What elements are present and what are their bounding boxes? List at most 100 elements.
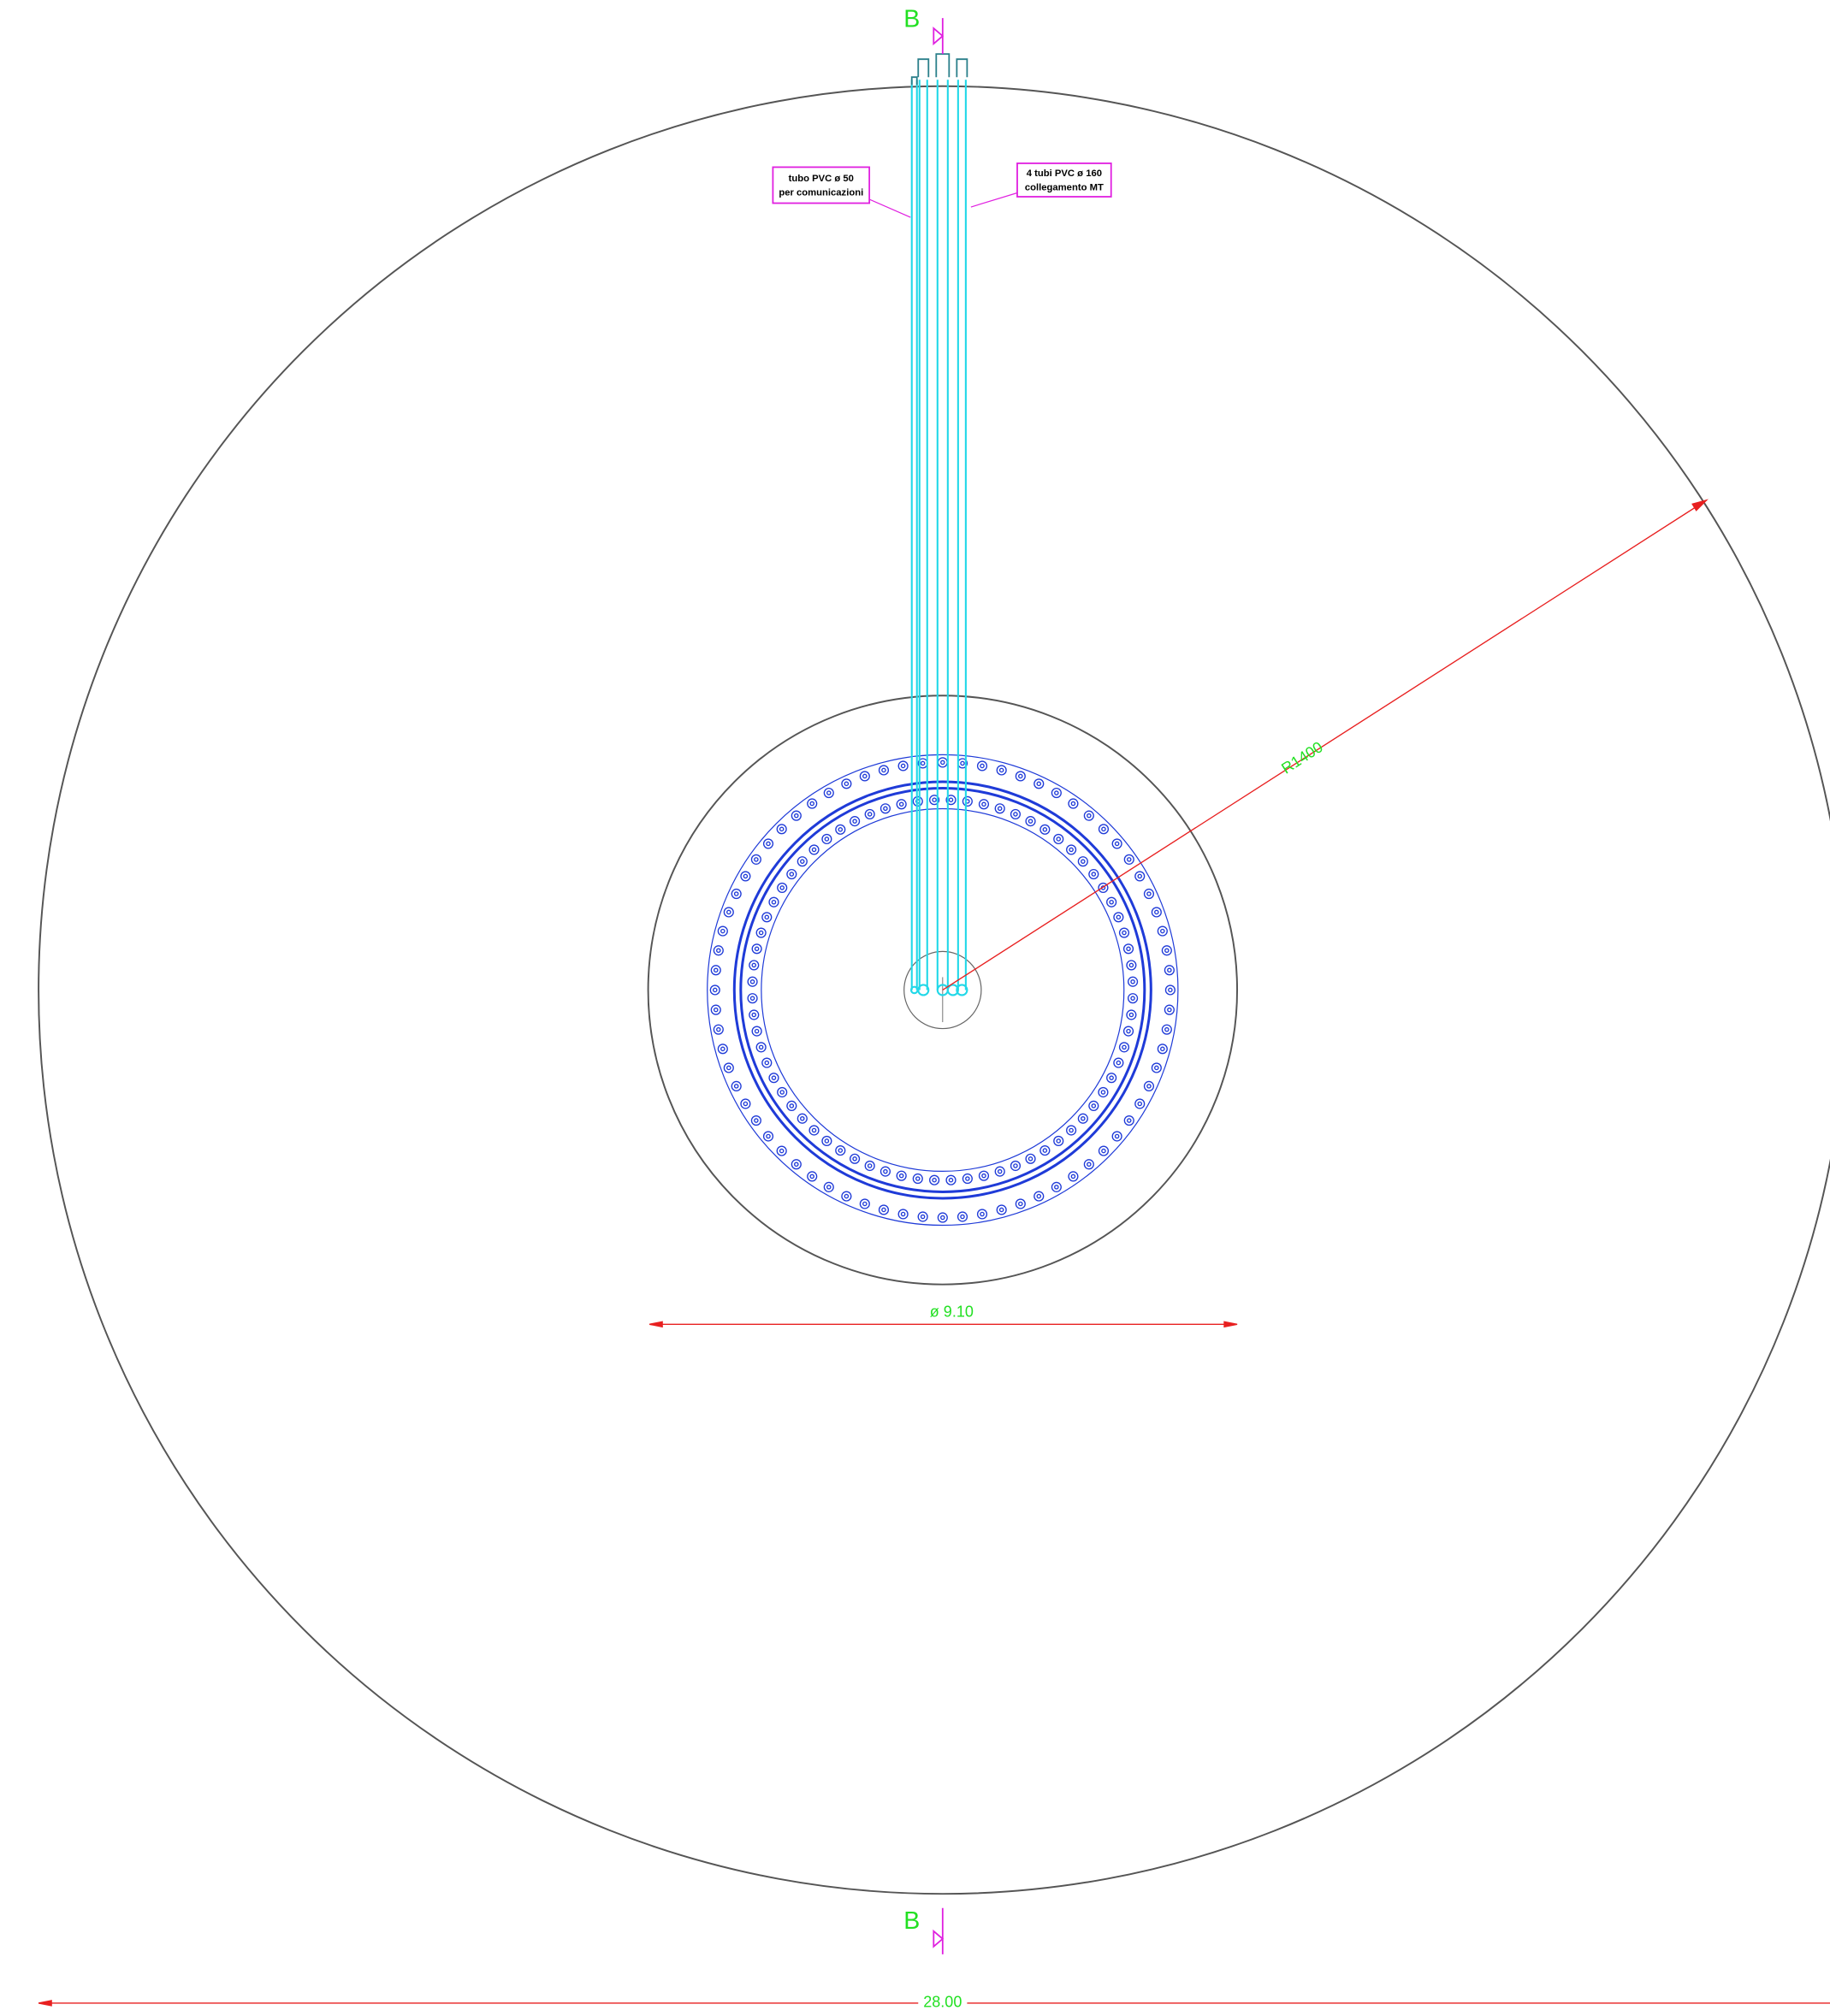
section-arrow [933,18,945,55]
bolt-core [1109,899,1114,905]
bolt [791,810,802,821]
bolt-core [1069,1127,1074,1133]
bolt-core [1126,946,1131,952]
bolt-core [1146,1084,1152,1089]
bolt-core [997,806,1003,812]
bolt [710,965,721,976]
bolt [710,1004,721,1015]
bolt [850,1153,861,1164]
bolt [1106,1073,1117,1084]
bolt [879,1166,891,1177]
bolt [808,1125,820,1136]
bolt-core [766,1133,771,1139]
bolt [945,795,956,806]
bolt [962,1173,973,1185]
bolt [996,765,1007,776]
bolt [777,1086,788,1098]
bolt [713,945,724,956]
bolt-core [881,767,886,773]
bolt-core [1087,813,1092,819]
bolt [786,1100,797,1111]
bolt [1068,1171,1079,1182]
bolt [1122,943,1134,955]
plinth-circle [647,695,1239,1286]
bolt [1088,868,1099,880]
bolt-core [712,987,718,993]
bolt [713,1024,724,1035]
bolt-core [883,806,888,812]
bolt-core [981,801,986,807]
bolt [717,1043,728,1055]
bolt [1123,1114,1134,1126]
bolt-core [1056,837,1062,842]
bolt [1098,882,1109,894]
bolt-core [811,847,817,853]
bolt [917,1211,928,1222]
label-box [772,166,871,204]
bolt [1051,787,1062,799]
bolt [1053,1135,1064,1147]
bolt-core [1013,1163,1018,1168]
bolt [1161,1024,1172,1035]
bolt [1157,925,1168,937]
bolt-core [716,948,721,954]
arrow [1691,499,1709,511]
bolt [776,1145,787,1156]
bolt-core [766,841,771,847]
bolt [807,798,818,809]
bolt-core [758,1044,764,1050]
bolt [762,1131,774,1142]
bolt [1033,778,1045,789]
bolt-core [900,1211,906,1217]
bolt-core [1128,962,1134,968]
bolt-core [1126,1118,1132,1123]
bolt [864,1160,875,1172]
bolt [1039,1144,1051,1156]
bolt [1077,856,1088,867]
bolt [1161,945,1172,956]
label-text: tubo PVC ø 50 [789,174,854,184]
bolt-core [1160,1046,1165,1052]
bolt [750,854,761,865]
bolt-core [733,1084,739,1089]
bolt-core [1122,930,1127,936]
bolt [723,907,734,918]
bolt-core [920,1214,926,1220]
bolt [791,1159,802,1170]
bolt [755,1042,767,1053]
bolt [1134,871,1146,882]
bolt-core [789,1103,795,1109]
bolt [717,925,728,937]
bolt [1025,1153,1036,1164]
bolt [1098,1086,1109,1098]
section-arrow [933,1907,945,1954]
bolt-core [749,978,755,984]
bolt [956,1211,968,1222]
section-mark [933,18,945,1954]
bolt [896,799,907,810]
ring-band [739,786,1146,1193]
bolt [976,760,988,772]
bolt-core [826,1185,832,1190]
bolt-core [881,1207,886,1213]
bolt [1123,854,1134,865]
bolt [1077,1113,1088,1124]
bolt [731,1080,742,1091]
bolt-core [743,1101,749,1107]
bolt-core [733,891,739,896]
bolt [1015,1198,1026,1209]
bolt-core [844,1193,850,1199]
bolt [896,1170,907,1181]
bolt [859,1198,870,1209]
bolt [1127,976,1139,987]
bolt [1010,808,1022,820]
bolt [859,771,870,782]
bolt [1025,816,1036,827]
bolt-core [948,1177,954,1183]
bolt [1151,1062,1162,1073]
bolt-core [1042,827,1048,832]
bolt [897,760,909,772]
bolt-core [915,1176,921,1181]
bolt [962,795,973,807]
bolt-core [932,1177,937,1183]
